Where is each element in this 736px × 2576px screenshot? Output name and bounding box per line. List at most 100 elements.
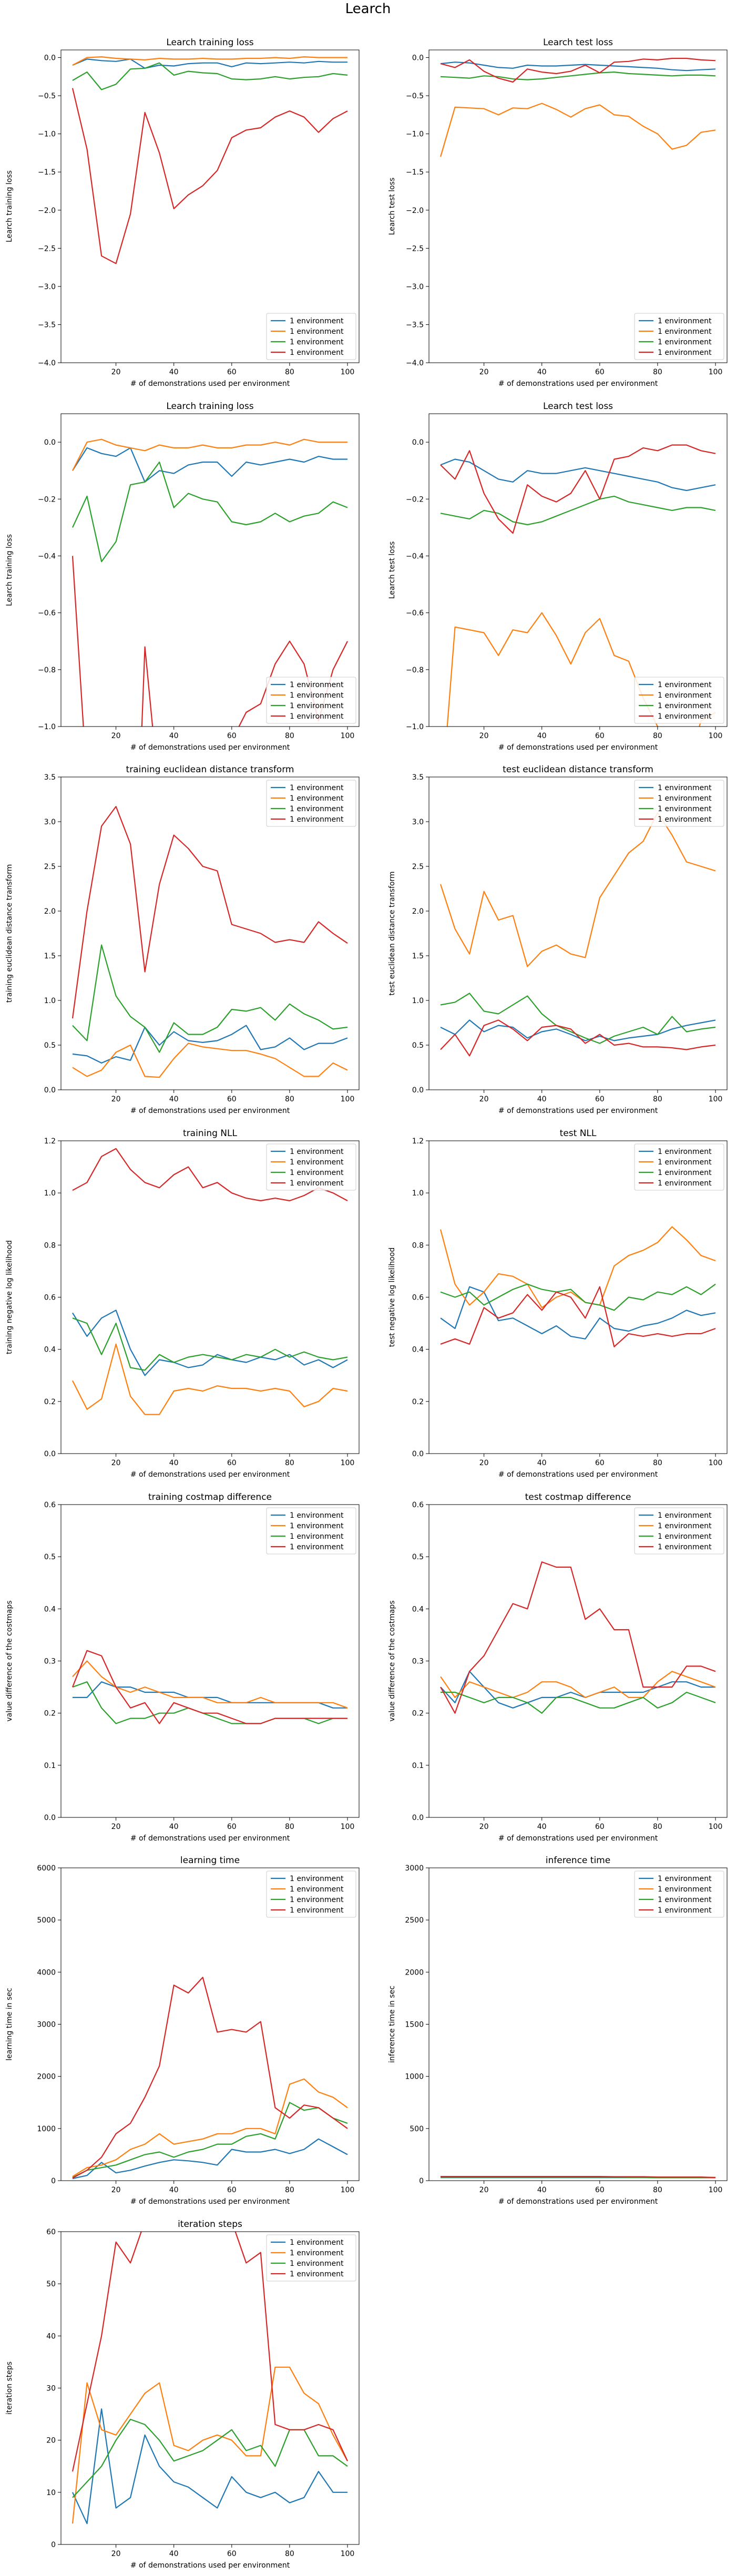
- y-tick-label: 2.0: [44, 907, 56, 916]
- x-tick-label: 60: [595, 732, 605, 740]
- y-tick-label: 40: [46, 2332, 56, 2340]
- y-axis-label: Learch training loss: [5, 170, 14, 242]
- y-tick-label: 0.0: [44, 1086, 56, 1095]
- legend: 1 environment 1 environment 1 environment 1…: [634, 313, 724, 360]
- plot-area: [71, 56, 348, 264]
- y-tick-label: 3.5: [44, 773, 56, 782]
- y-tick-label: 0.4: [412, 1346, 424, 1354]
- legend-entry: 1 environment: [658, 1158, 712, 1167]
- y-tick-label: 0.6: [412, 1501, 424, 1509]
- series-line-2: [439, 103, 716, 157]
- y-tick-label: 1.0: [412, 1189, 424, 1198]
- legend-entry: 1 environment: [290, 794, 344, 803]
- x-tick-label: 100: [341, 368, 355, 376]
- series-line-2: [72, 1660, 348, 1709]
- y-tick-label: 3000: [37, 2021, 56, 2029]
- x-tick-label: 60: [227, 2186, 237, 2194]
- chart-title: Learch training loss: [166, 37, 253, 48]
- series-line-2: [446, 612, 716, 727]
- series-line-3: [440, 993, 716, 1044]
- x-tick-label: 80: [285, 368, 294, 376]
- y-tick-label: −0.6: [38, 609, 56, 618]
- y-tick-label: 3.5: [412, 773, 424, 782]
- series-line-2: [72, 438, 347, 471]
- x-axis-label: # of demonstrations used per environment: [130, 1470, 290, 1479]
- series-line-1: [72, 2408, 347, 2524]
- y-axis-label: Learch test loss: [388, 178, 396, 236]
- x-axis-label: # of demonstrations used per environment: [498, 2197, 658, 2206]
- x-tick-label: 40: [169, 2186, 179, 2194]
- legend-box: [266, 1870, 356, 1918]
- x-tick-label: 40: [537, 732, 547, 740]
- x-tick-label: 80: [285, 1095, 294, 1103]
- x-axis-label: # of demonstrations used per environment: [498, 380, 658, 388]
- legend-box: [266, 780, 356, 827]
- legend-box: [634, 1507, 724, 1555]
- series-line-3: [72, 2102, 348, 2179]
- legend: 1 environment 1 environment 1 environment 1…: [266, 1507, 356, 1555]
- plot-area: [72, 1148, 348, 1415]
- plot-area: [439, 1226, 716, 1347]
- chart-title: iteration steps: [178, 2219, 242, 2230]
- chart-10: test costmap difference 20 40 60 80 100 0.0 0.1…: [388, 1492, 728, 1843]
- y-tick-label: 1.0: [44, 1189, 56, 1198]
- y-tick-label: 60: [46, 2228, 56, 2236]
- y-tick-label: −0.2: [38, 495, 56, 504]
- series-line-4: [72, 1977, 348, 2179]
- y-axis-label: test euclidean distance transform: [388, 871, 396, 995]
- x-tick-label: 40: [537, 1459, 547, 1467]
- legend: 1 environment 1 environment 1 environment 1…: [266, 1870, 356, 1918]
- series-line-4: [440, 444, 716, 534]
- x-tick-label: 40: [169, 1459, 179, 1467]
- legend-entry: 1 environment: [658, 815, 712, 824]
- y-axis-label: Learch training loss: [5, 534, 14, 606]
- series-line-4: [72, 1148, 348, 1202]
- y-tick-label: 0.0: [412, 1814, 424, 1822]
- x-tick-label: 40: [169, 1095, 179, 1103]
- x-axis-label: # of demonstrations used per environment: [498, 1107, 658, 1115]
- y-tick-label: −3.5: [38, 321, 56, 329]
- legend-entry: 1 environment: [658, 1896, 712, 1904]
- y-tick-label: 0.4: [412, 1605, 424, 1613]
- legend-box: [634, 1143, 724, 1191]
- y-tick-label: 0.8: [44, 1241, 56, 1250]
- y-tick-label: 1.0: [44, 997, 56, 1005]
- y-tick-label: 1.5: [412, 952, 424, 960]
- y-tick-label: −1.0: [406, 130, 424, 139]
- x-tick-label: 20: [111, 2186, 121, 2194]
- y-tick-label: 0.2: [412, 1398, 424, 1406]
- y-tick-label: 0.8: [412, 1241, 424, 1250]
- legend-entry: 1 environment: [658, 702, 712, 710]
- legend-entry: 1 environment: [290, 2260, 344, 2268]
- y-axis-label: Learch test loss: [388, 541, 396, 599]
- x-tick-label: 100: [341, 1459, 355, 1467]
- chart-title: training NLL: [183, 1128, 237, 1139]
- legend-entry: 1 environment: [290, 1543, 344, 1551]
- x-tick-label: 20: [111, 1823, 121, 1831]
- plot-area: [441, 2176, 716, 2179]
- axes-frame: [60, 776, 360, 1090]
- legend-box: [634, 1870, 724, 1918]
- x-tick-label: 20: [111, 2550, 121, 2558]
- legend-entry: 1 environment: [658, 794, 712, 803]
- series-line-3: [72, 1317, 348, 1371]
- y-tick-label: 0.1: [412, 1762, 424, 1770]
- x-tick-label: 20: [479, 1459, 489, 1467]
- legend: 1 environment 1 environment 1 environment 1…: [266, 1143, 356, 1191]
- x-tick-label: 20: [111, 1459, 121, 1467]
- y-tick-label: 1.0: [412, 997, 424, 1005]
- y-tick-label: 20: [46, 2437, 56, 2445]
- y-tick-label: 2.0: [412, 907, 424, 916]
- legend-entry: 1 environment: [290, 2270, 344, 2278]
- x-tick-label: 20: [111, 1095, 121, 1103]
- y-tick-label: 1500: [405, 2021, 424, 2029]
- legend-entry: 1 environment: [658, 1875, 712, 1883]
- y-tick-label: 0.0: [44, 54, 56, 63]
- series-line-2: [72, 2078, 348, 2178]
- chart-title: test costmap difference: [525, 1492, 631, 1502]
- legend-entry: 1 environment: [658, 1148, 712, 1156]
- y-axis-label: iteration steps: [5, 2362, 14, 2415]
- y-tick-label: 1000: [37, 2125, 56, 2133]
- series-line-1: [72, 2138, 348, 2180]
